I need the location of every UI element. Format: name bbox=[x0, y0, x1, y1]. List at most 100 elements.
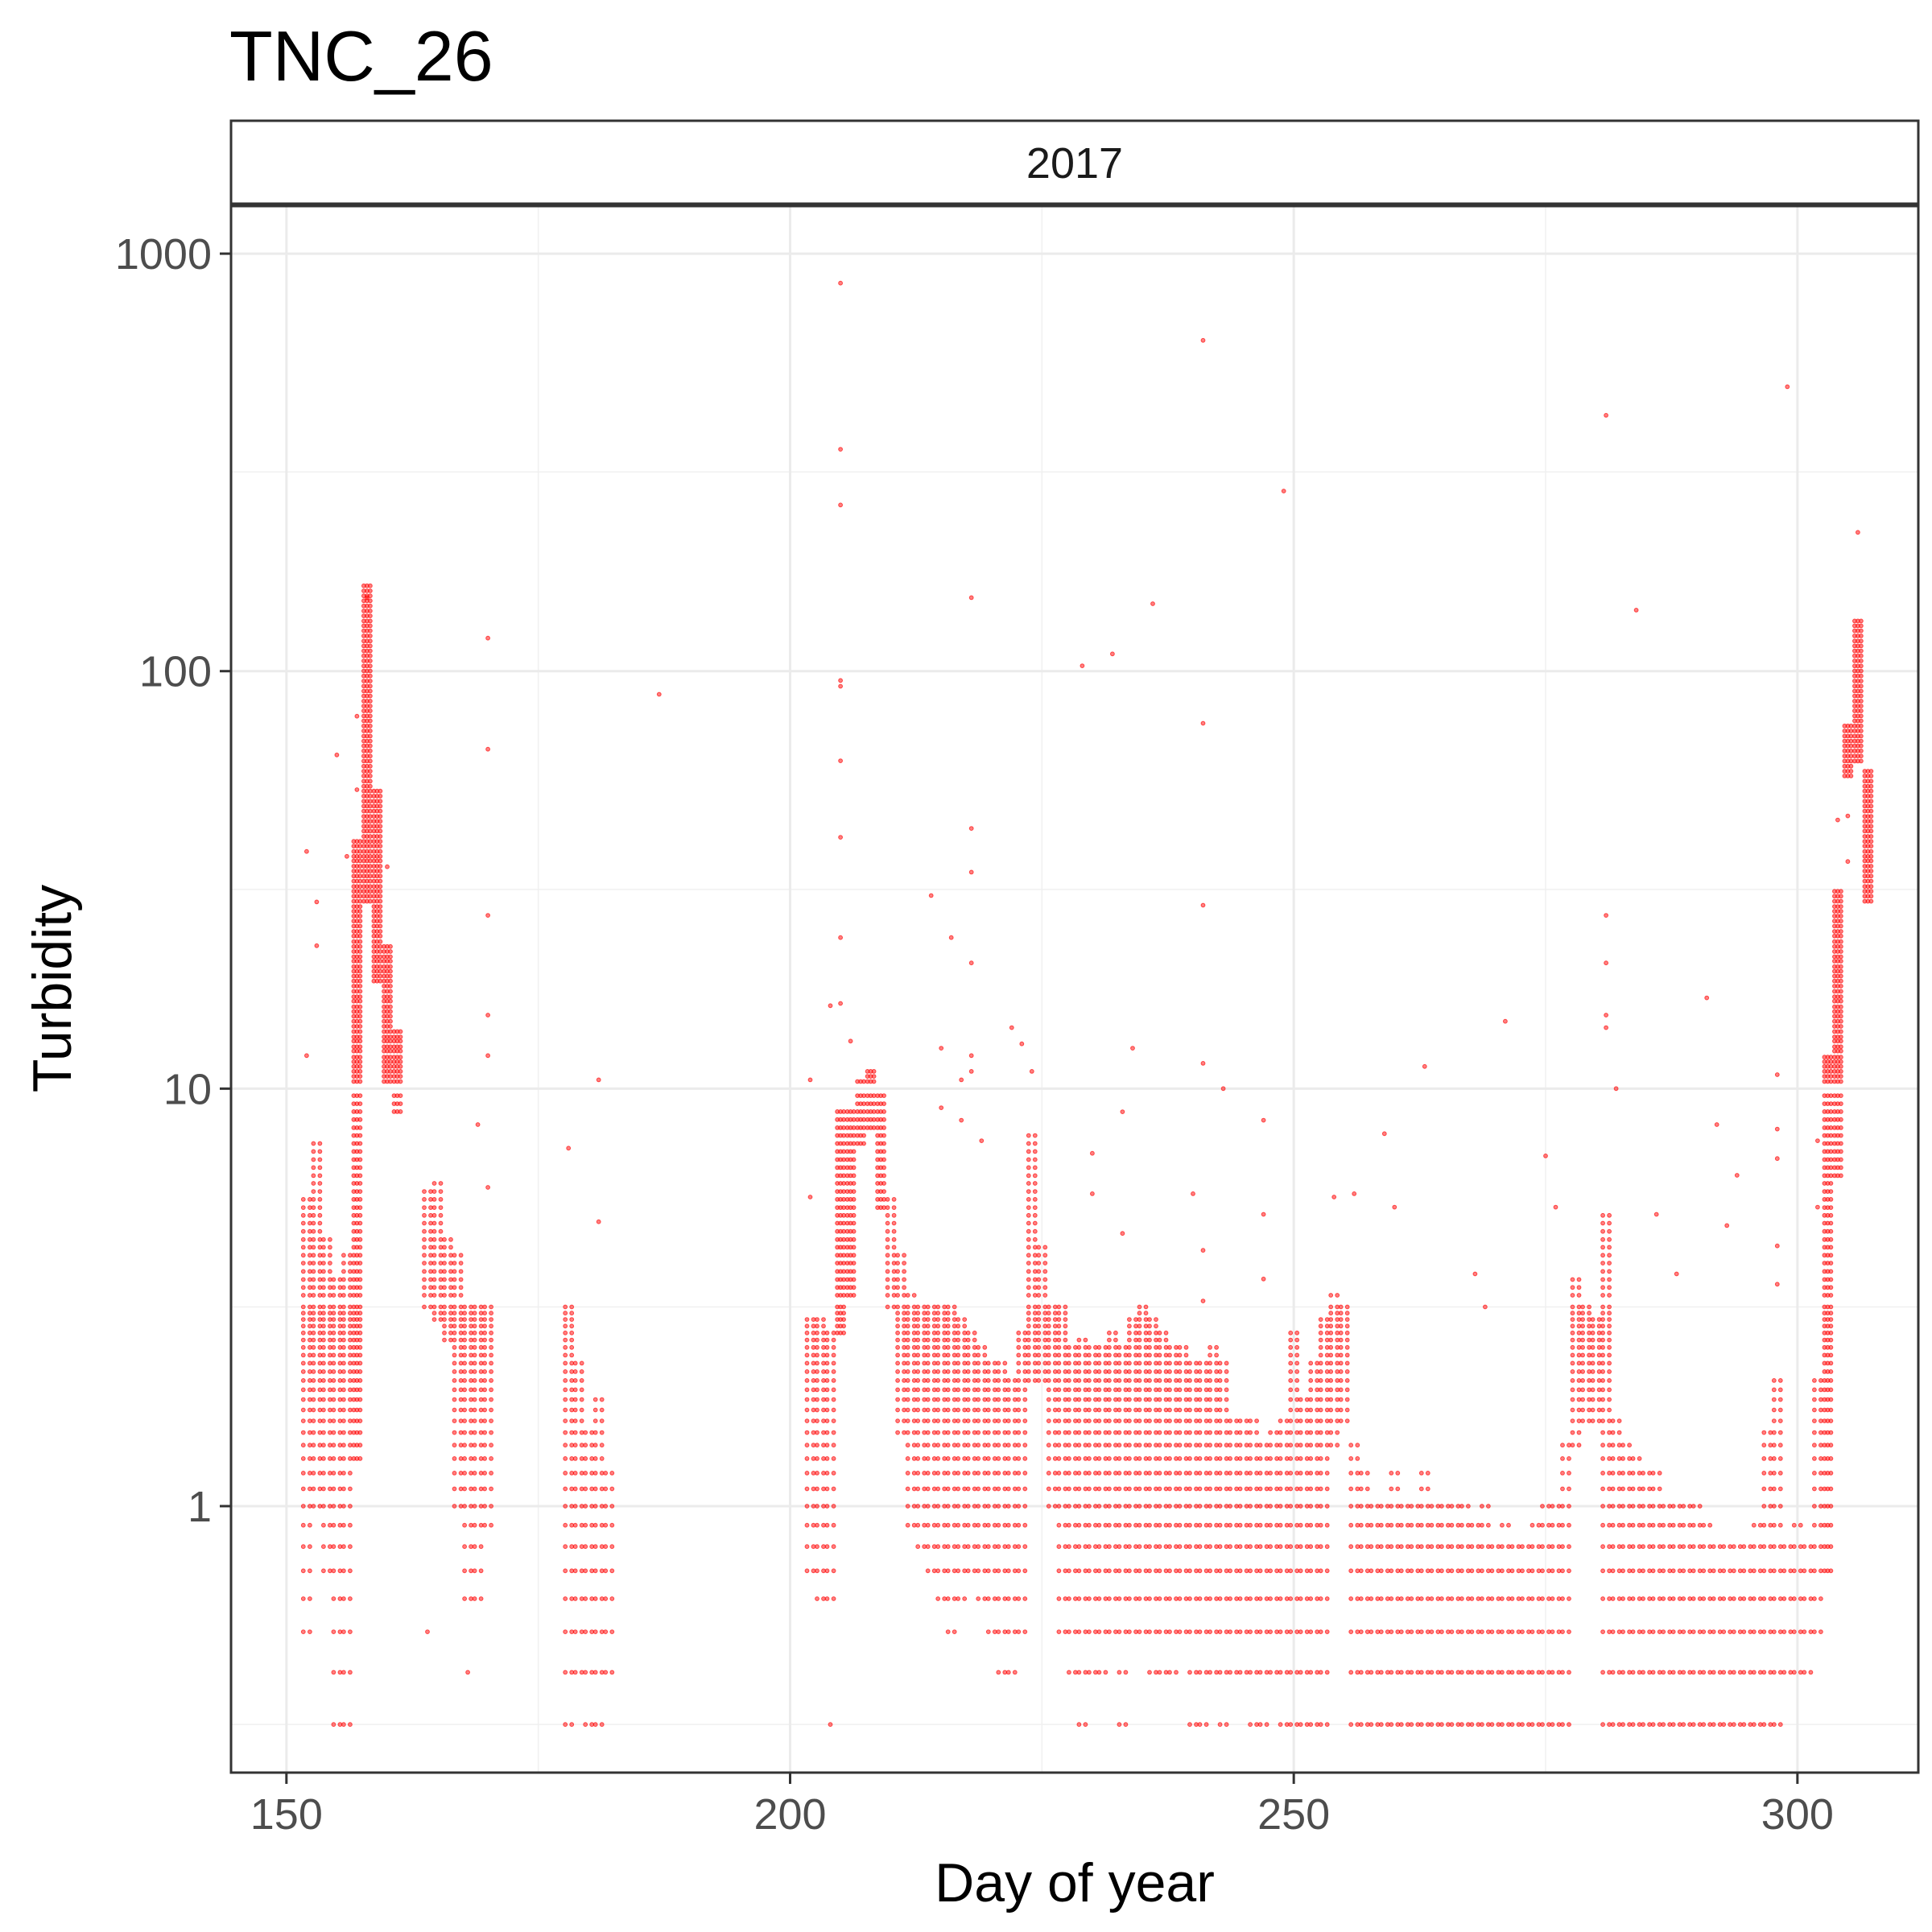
data-point bbox=[1812, 1443, 1817, 1448]
data-point bbox=[1264, 1722, 1269, 1728]
data-point bbox=[1052, 1456, 1058, 1461]
data-point bbox=[905, 1430, 910, 1435]
data-point bbox=[1228, 1443, 1232, 1448]
data-point bbox=[1147, 1430, 1152, 1435]
data-point bbox=[1425, 1568, 1430, 1574]
data-point bbox=[925, 1311, 931, 1316]
data-point bbox=[821, 1323, 826, 1329]
data-point bbox=[1681, 1629, 1686, 1634]
data-point bbox=[472, 1369, 477, 1374]
data-point bbox=[422, 1304, 427, 1310]
data-point bbox=[1177, 1629, 1183, 1634]
data-point bbox=[1087, 1486, 1092, 1492]
data-point bbox=[1308, 1471, 1314, 1476]
data-point bbox=[300, 1330, 306, 1335]
data-point bbox=[341, 1504, 346, 1509]
data-point bbox=[357, 929, 363, 934]
data-point bbox=[1096, 1670, 1102, 1675]
data-point bbox=[1600, 1471, 1605, 1476]
data-point bbox=[368, 748, 373, 753]
data-point bbox=[357, 1228, 363, 1234]
data-point bbox=[1358, 1596, 1364, 1601]
data-point bbox=[1620, 1443, 1625, 1448]
data-point bbox=[1208, 1486, 1212, 1492]
data-point bbox=[357, 1205, 363, 1210]
data-point bbox=[815, 1504, 819, 1509]
data-point bbox=[851, 1212, 857, 1218]
data-point bbox=[311, 1141, 316, 1146]
data-point bbox=[1067, 1352, 1071, 1358]
data-point bbox=[1480, 1568, 1484, 1574]
data-point bbox=[569, 1317, 575, 1322]
data-point bbox=[1237, 1629, 1243, 1634]
data-point bbox=[311, 1486, 316, 1492]
data-point bbox=[378, 878, 383, 884]
data-point bbox=[442, 1285, 447, 1290]
data-point bbox=[1137, 1456, 1142, 1461]
data-point bbox=[935, 1407, 941, 1413]
data-point bbox=[1439, 1568, 1444, 1574]
data-point bbox=[300, 1253, 306, 1258]
data-point bbox=[1026, 1173, 1031, 1179]
data-point bbox=[1610, 1471, 1616, 1476]
data-point bbox=[1338, 1360, 1344, 1366]
data-point bbox=[478, 1544, 484, 1550]
data-point bbox=[1520, 1596, 1525, 1601]
data-point bbox=[851, 1149, 857, 1154]
data-point bbox=[925, 1486, 931, 1492]
data-point bbox=[462, 1369, 467, 1374]
data-point bbox=[357, 1024, 363, 1029]
data-point bbox=[1828, 1181, 1834, 1186]
data-point bbox=[388, 973, 393, 979]
data-point bbox=[1650, 1629, 1656, 1634]
data-point bbox=[1567, 1544, 1571, 1550]
data-point bbox=[1661, 1629, 1666, 1634]
data-point bbox=[1228, 1596, 1232, 1601]
data-point bbox=[357, 1317, 363, 1322]
data-point bbox=[1022, 1387, 1028, 1393]
data-point bbox=[489, 1323, 493, 1329]
data-point bbox=[985, 1456, 991, 1461]
data-point bbox=[1812, 1486, 1817, 1492]
data-point bbox=[1117, 1378, 1122, 1383]
data-point bbox=[1087, 1378, 1092, 1383]
data-point bbox=[925, 1360, 931, 1366]
data-point bbox=[1641, 1596, 1645, 1601]
minor-gridlines bbox=[231, 206, 1918, 1773]
data-point bbox=[1318, 1323, 1323, 1329]
data-point bbox=[1324, 1596, 1330, 1601]
data-point bbox=[357, 919, 363, 924]
data-point bbox=[1777, 1418, 1783, 1423]
data-point bbox=[1409, 1670, 1414, 1675]
data-point bbox=[1418, 1670, 1424, 1675]
data-point bbox=[1137, 1323, 1142, 1329]
data-point bbox=[1355, 1456, 1360, 1461]
data-point bbox=[331, 1311, 336, 1316]
data-point bbox=[1389, 1670, 1394, 1675]
data-point bbox=[1046, 1323, 1051, 1329]
data-point bbox=[1076, 1471, 1082, 1476]
data-point bbox=[563, 1378, 568, 1383]
data-point bbox=[1600, 1220, 1605, 1226]
data-point bbox=[1607, 1369, 1612, 1374]
data-point bbox=[1022, 1407, 1028, 1413]
data-point bbox=[572, 1504, 578, 1509]
data-point bbox=[1839, 1173, 1843, 1179]
data-point bbox=[976, 1407, 981, 1413]
data-point bbox=[579, 1369, 584, 1374]
data-point bbox=[881, 1141, 886, 1146]
data-point bbox=[851, 1228, 857, 1234]
data-point bbox=[482, 1337, 487, 1343]
data-point bbox=[1600, 1317, 1605, 1322]
data-point bbox=[1167, 1544, 1172, 1550]
data-point bbox=[563, 1722, 568, 1728]
data-point bbox=[1157, 1330, 1162, 1335]
data-point bbox=[1607, 1253, 1612, 1258]
data-point bbox=[311, 1205, 316, 1210]
data-point bbox=[1560, 1522, 1565, 1528]
data-point bbox=[1449, 1670, 1455, 1675]
data-point bbox=[1268, 1504, 1273, 1509]
data-point bbox=[915, 1443, 921, 1448]
data-point bbox=[378, 949, 383, 954]
